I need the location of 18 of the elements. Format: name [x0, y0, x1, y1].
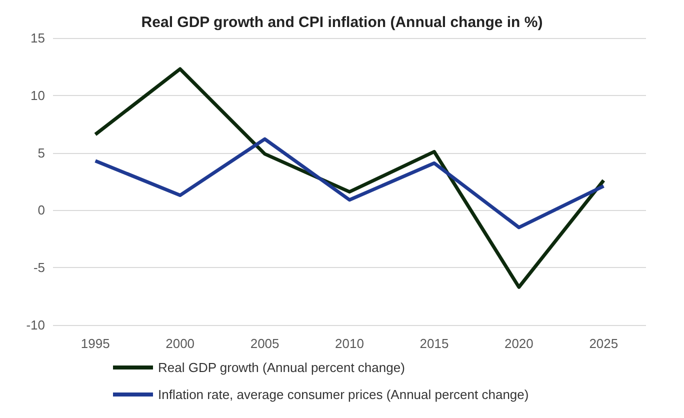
x-tick-label: 2020 — [504, 336, 534, 351]
x-tick-label: 2015 — [420, 336, 449, 351]
y-tick-label: 15 — [30, 30, 45, 46]
x-tick-label: 2000 — [166, 336, 195, 351]
y-tick-label: 10 — [30, 88, 45, 103]
x-tick-label: 2025 — [589, 336, 618, 351]
x-tick-label: 2010 — [335, 336, 364, 351]
y-tick-label: 0 — [38, 202, 45, 218]
y-tick-label: 5 — [38, 145, 45, 160]
legend-label: Real GDP growth (Annual percent change) — [158, 360, 405, 375]
y-tick-label: -5 — [33, 260, 45, 276]
line-series — [94, 67, 606, 289]
x-tick-label: 1995 — [80, 336, 110, 351]
chart-title: Real GDP growth and CPI inflation (Annual change in %) — [141, 14, 543, 31]
y-tick-label: -10 — [26, 318, 45, 332]
x-tick-label: 2005 — [250, 336, 280, 351]
legend-label: Inflation rate, average consumer prices (Annual percent change) — [158, 387, 529, 402]
line-series — [94, 137, 606, 230]
